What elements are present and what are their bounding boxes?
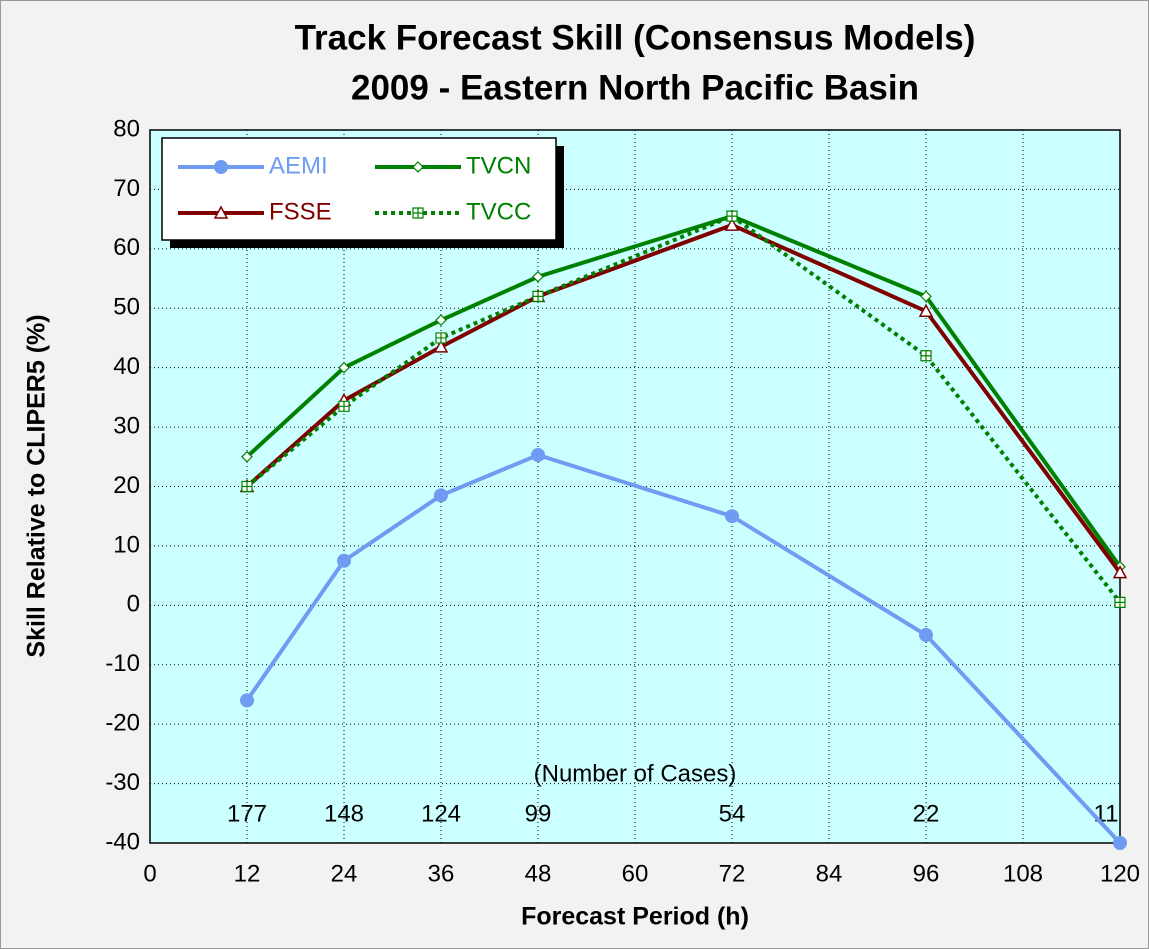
case-count: 99 (525, 800, 552, 827)
marker (1112, 565, 1128, 579)
case-count: 148 (324, 800, 364, 827)
legend-box (161, 137, 557, 241)
x-tick-label: 96 (913, 860, 940, 887)
marker (240, 693, 254, 708)
marker (920, 290, 932, 303)
chart-subtitle: 2009 - Eastern North Pacific Basin (351, 68, 919, 107)
y-tick-label: 60 (113, 234, 140, 261)
case-count: 22 (913, 800, 940, 827)
marker (338, 361, 350, 374)
legend-label: TVCC (466, 198, 531, 225)
annotation: (Number of Cases) (534, 760, 737, 787)
x-tick-label: 60 (622, 860, 649, 887)
y-tick-label: 30 (113, 412, 140, 439)
x-tick-label: 108 (1003, 860, 1043, 887)
y-tick-label: 0 (127, 591, 140, 618)
x-axis-title: Forecast Period (h) (521, 903, 749, 931)
chart-title: Track Forecast Skill (Consensus Models) (295, 18, 976, 57)
case-count: 124 (421, 800, 461, 827)
x-tick-label: 12 (234, 860, 261, 887)
marker (532, 290, 544, 302)
y-tick-label: 80 (113, 115, 140, 142)
y-tick-label: -40 (105, 828, 140, 855)
marker (435, 314, 447, 326)
y-tick-label: -20 (105, 710, 140, 737)
marker (434, 488, 448, 503)
y-tick-label: 40 (113, 353, 140, 380)
x-tick-label: 84 (816, 860, 843, 887)
legend-marker (213, 205, 229, 219)
y-tick-label: 10 (113, 531, 140, 558)
legend-label: FSSE (269, 198, 332, 225)
x-tick-label: 48 (525, 860, 552, 887)
marker (241, 450, 253, 463)
marker (531, 448, 545, 463)
legend-label: TVCN (466, 152, 531, 179)
y-tick-label: -10 (105, 650, 140, 677)
x-tick-label: 0 (143, 860, 156, 887)
marker (532, 270, 544, 283)
case-count: 177 (227, 800, 267, 827)
marker (435, 332, 447, 344)
legend-marker (412, 161, 424, 173)
marker (241, 480, 253, 493)
x-tick-label: 24 (331, 860, 358, 887)
marker (919, 628, 933, 643)
legend-label: AEMI (269, 152, 328, 179)
marker (337, 553, 351, 568)
case-count: 11 (1094, 800, 1119, 827)
case-count: 54 (719, 800, 746, 827)
marker (1113, 836, 1127, 850)
marker (918, 303, 934, 317)
plot-border (149, 129, 1121, 844)
marker (724, 217, 740, 231)
y-tick-label: -30 (105, 769, 140, 796)
legend-marker (412, 207, 424, 219)
legend-marker (214, 160, 228, 174)
marker (433, 339, 449, 353)
x-tick-label: 72 (719, 860, 746, 887)
marker (726, 210, 738, 222)
marker (920, 350, 932, 362)
marker (338, 400, 350, 412)
x-tick-label: 120 (1100, 860, 1140, 887)
y-tick-label: 50 (113, 294, 140, 321)
marker (725, 509, 739, 524)
y-axis-title: Skill Relative to CLIPER5 (%) (23, 314, 51, 657)
y-tick-label: 20 (113, 472, 140, 499)
y-tick-label: 70 (113, 175, 140, 202)
legend: AEMI TVCN FSSE TVCC (161, 137, 564, 248)
marker (1114, 596, 1126, 608)
x-tick-label: 36 (428, 860, 455, 887)
